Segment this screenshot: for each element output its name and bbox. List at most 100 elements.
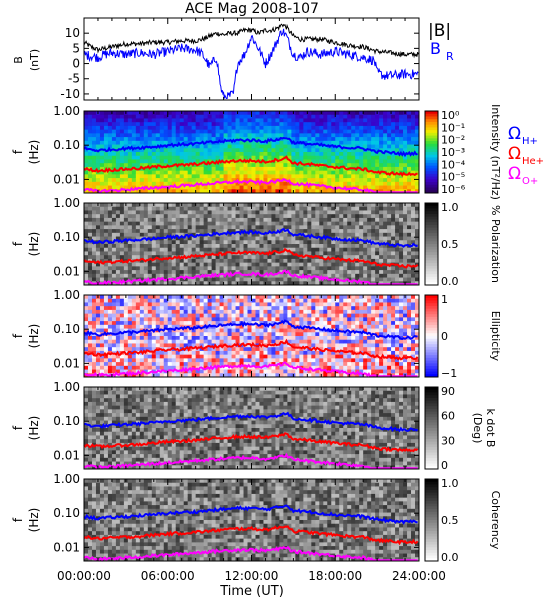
intensity-heatmap-cell — [179, 148, 185, 153]
polarization-heatmap-cell — [103, 221, 109, 226]
polarization-heatmap-cell — [303, 270, 308, 275]
ellipticity-heatmap-cell — [135, 298, 141, 303]
polarization-heatmap-cell — [327, 281, 332, 286]
ellipticity-heatmap-cell — [163, 317, 169, 322]
intensity-heatmap-cell — [251, 125, 256, 131]
polarization-heatmap-cell — [303, 203, 308, 208]
polarization-colorbar-step — [425, 274, 438, 278]
polarization-heatmap-cell — [367, 217, 372, 223]
intensity-heatmap-cell — [91, 178, 97, 183]
ellipticity-heatmap-cell — [251, 313, 256, 318]
polarization-heatmap-cell — [155, 247, 161, 252]
polarization-heatmap-cell — [375, 206, 380, 211]
intensity-heatmap-cell — [335, 148, 340, 153]
intensity-heatmap-cell — [167, 178, 173, 183]
intensity-heatmap-cell — [211, 125, 217, 131]
ellipticity-heatmap-cell — [191, 347, 197, 352]
intensity-heatmap-cell — [187, 111, 193, 116]
ellipticity-heatmap-cell — [207, 309, 213, 315]
ellipticity-heatmap-cell — [191, 336, 197, 341]
intensity-heatmap-cell — [235, 163, 240, 168]
intensity-heatmap-cell — [215, 152, 220, 157]
polarization-heatmap-cell — [155, 266, 161, 271]
ellipticity-heatmap-cell — [111, 339, 117, 344]
intensity-heatmap-cell — [315, 174, 320, 179]
polarization-heatmap-cell — [219, 258, 224, 264]
polarization-heatmap-cell — [215, 206, 220, 211]
ellipticity-heatmap-cell — [191, 317, 197, 322]
intensity-heatmap-cell — [375, 140, 380, 145]
intensity-heatmap-cell — [167, 152, 173, 157]
polarization-heatmap-cell — [379, 210, 384, 215]
polarization-heatmap-cell — [183, 251, 189, 256]
polarization-heatmap-cell — [407, 270, 412, 275]
polarization-heatmap-cell — [267, 225, 272, 230]
intensity-heatmap-cell — [275, 166, 280, 172]
ellipticity-heatmap-cell — [235, 339, 240, 344]
intensity-heatmap-cell — [379, 174, 384, 179]
polarization-heatmap-cell — [279, 236, 284, 241]
intensity-heatmap-cell — [207, 159, 213, 164]
polarization-heatmap-cell — [339, 273, 344, 278]
polarization-heatmap-cell — [139, 258, 145, 264]
ellipticity-heatmap-cell — [155, 295, 161, 300]
polarization-heatmap-cell — [151, 255, 157, 260]
ellipticity-heatmap-cell — [119, 324, 125, 329]
intensity-heatmap-cell — [351, 122, 356, 127]
intensity-heatmap-cell — [151, 170, 157, 175]
intensity-heatmap-cell — [191, 144, 197, 149]
polarization-heatmap-cell — [387, 255, 392, 260]
polarization-heatmap-cell — [367, 225, 372, 230]
ellipticity-heatmap-cell — [283, 324, 288, 329]
intensity-heatmap-cell — [95, 133, 101, 138]
intensity-heatmap-cell — [315, 159, 320, 164]
polarization-heatmap-cell — [323, 232, 328, 237]
intensity-heatmap-cell — [331, 163, 336, 168]
polarization-heatmap-cell — [103, 229, 109, 234]
polarization-heatmap-cell — [291, 270, 296, 275]
polarization-heatmap-cell — [135, 206, 141, 211]
ellipticity-heatmap-cell — [127, 317, 133, 322]
intensity-heatmap-cell — [107, 144, 113, 149]
polarization-heatmap-cell — [131, 221, 137, 226]
polarization-heatmap-cell — [255, 247, 260, 252]
intensity-heatmap-cell — [195, 152, 201, 157]
intensity-heatmap-cell — [115, 140, 121, 145]
intensity-heatmap-cell — [123, 133, 129, 138]
ellipticity-heatmap-cell — [279, 332, 284, 337]
polarization-heatmap-cell — [155, 214, 161, 219]
intensity-heatmap-cell — [407, 148, 412, 153]
intensity-heatmap-cell — [163, 152, 169, 157]
ellipticity-heatmap-cell — [147, 343, 153, 348]
intensity-heatmap-cell — [159, 189, 165, 194]
intensity-heatmap-cell — [91, 159, 97, 164]
polarization-heatmap-cell — [371, 262, 376, 267]
intensity-heatmap-cell — [115, 114, 121, 119]
ellipticity-heatmap-cell — [231, 298, 236, 303]
polarization-heatmap-cell — [287, 244, 292, 249]
ellipticity-heatmap-cell — [215, 332, 220, 337]
polarization-heatmap-cell — [91, 277, 97, 282]
ellipticity-heatmap-cell — [163, 347, 169, 352]
ellipticity-heatmap-cell — [243, 298, 248, 303]
intensity-heatmap-cell — [251, 155, 256, 160]
intensity-heatmap-cell — [291, 159, 296, 164]
polarization-heatmap-cell — [143, 255, 149, 260]
polarization-heatmap-cell — [375, 258, 380, 264]
intensity-heatmap-cell — [283, 174, 288, 179]
intensity-heatmap-cell — [175, 114, 181, 119]
intensity-heatmap-cell — [183, 170, 189, 175]
ellipticity-heatmap-cell — [167, 350, 173, 356]
intensity-heatmap-cell — [147, 133, 153, 138]
intensity-heatmap-cell — [243, 111, 248, 116]
polarization-heatmap-cell — [291, 244, 296, 249]
polarization-heatmap-cell — [371, 247, 376, 252]
intensity-heatmap-cell — [247, 129, 252, 134]
ellipticity-heatmap-cell — [167, 295, 173, 300]
intensity-heatmap-cell — [331, 129, 336, 134]
ellipticity-heatmap-cell — [211, 313, 217, 318]
ellipticity-heatmap-cell — [271, 328, 276, 333]
intensity-heatmap-cell — [371, 125, 376, 131]
ellipticity-heatmap-cell — [183, 369, 189, 374]
intensity-heatmap-cell — [315, 133, 320, 138]
